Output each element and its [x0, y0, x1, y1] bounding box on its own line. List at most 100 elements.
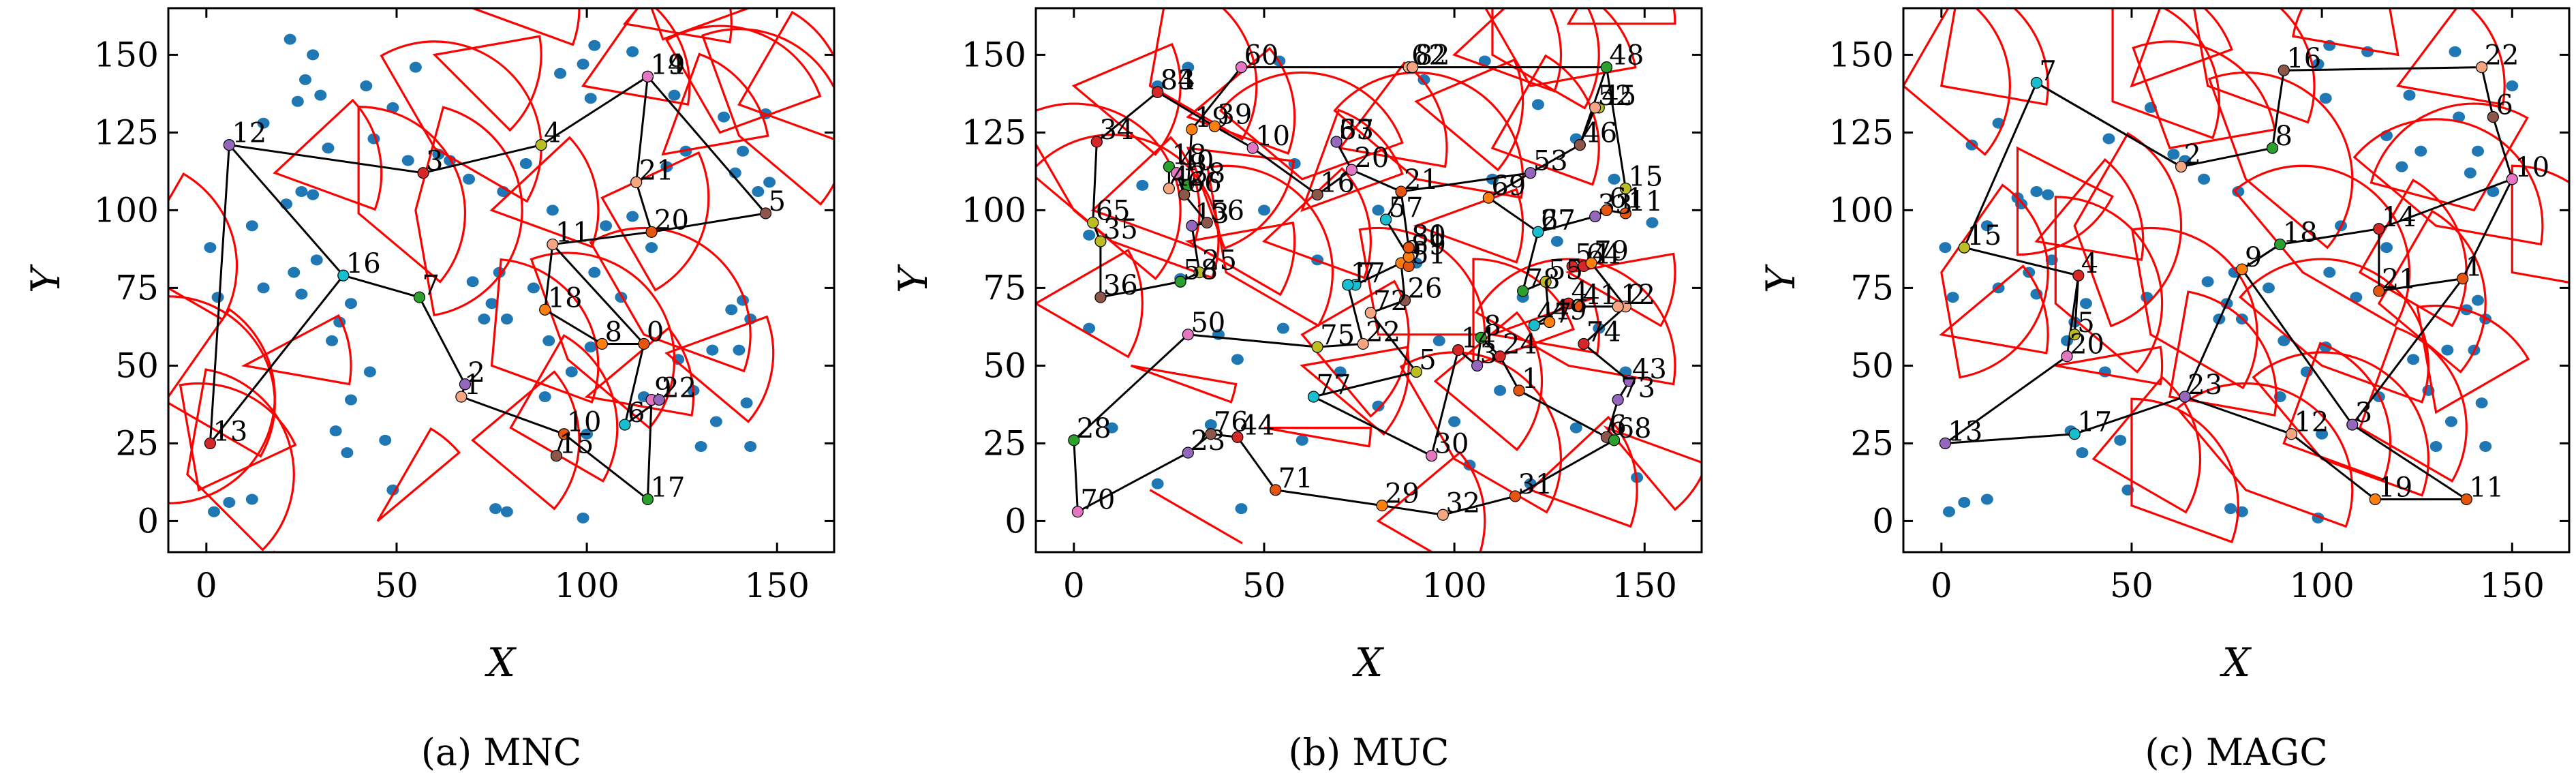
- sensor-label: 74: [1586, 316, 1621, 348]
- sensor-label: 50: [1191, 307, 1225, 339]
- target-point: [538, 391, 551, 402]
- sensor-label: 28: [1077, 413, 1111, 444]
- target-point: [2449, 46, 2462, 57]
- path-link: [1313, 371, 1417, 398]
- target-point: [581, 428, 594, 440]
- sensor-label: 12: [2294, 407, 2329, 438]
- path-link: [544, 309, 603, 345]
- target-point: [1083, 322, 1096, 334]
- target-point: [600, 220, 613, 232]
- sensor-node: [1600, 204, 1613, 216]
- sensor-label: 7: [1358, 258, 1375, 289]
- y-tick-label: 125: [962, 112, 1026, 152]
- path-link: [2378, 178, 2513, 230]
- target-point: [329, 425, 342, 437]
- path-link: [647, 76, 767, 214]
- target-point: [2076, 447, 2089, 459]
- sensor-node: [1410, 365, 1422, 378]
- y-tick-label: 75: [983, 268, 1026, 307]
- sensor-node: [1163, 182, 1176, 195]
- sensor-label: 41: [1582, 279, 1617, 311]
- target-point: [763, 177, 776, 188]
- sensor-label: 83: [1161, 65, 1195, 96]
- sensor-label: 58: [1183, 254, 1218, 286]
- path-link: [461, 395, 565, 436]
- sensor-label: 65: [1096, 196, 1131, 227]
- sensor-label: 17: [650, 472, 685, 503]
- target-point: [409, 61, 422, 73]
- sensing-sector: [1475, 258, 1676, 386]
- y-tick-label: 75: [1850, 268, 1894, 307]
- sensor-node: [413, 291, 426, 303]
- path-link: [1488, 196, 1539, 233]
- sensor-label: 11: [1628, 186, 1663, 217]
- path-link: [563, 433, 649, 500]
- target-point: [706, 344, 719, 356]
- sensing-sector: [1399, 351, 1563, 514]
- path-link: [544, 244, 554, 310]
- plot-frame: [167, 7, 835, 554]
- sensing-sector: [1090, 136, 1201, 248]
- target-point: [2323, 267, 2336, 278]
- target-point: [725, 304, 738, 316]
- sensing-sector: [2282, 342, 2392, 481]
- sensor-label: 12: [1621, 279, 1655, 311]
- sensor-node: [1524, 167, 1537, 179]
- target-point: [542, 335, 555, 346]
- path-link: [1186, 129, 1193, 186]
- sensing-sector: [2358, 326, 2468, 483]
- sensor-label: 1: [1522, 363, 1539, 395]
- target-point: [1372, 204, 1385, 216]
- sensing-sector: [357, 106, 467, 284]
- path-link: [1313, 395, 1432, 457]
- sensor-label: 9: [2245, 242, 2262, 273]
- target-point: [2472, 145, 2485, 157]
- target-point: [1136, 179, 1149, 191]
- target-point: [733, 344, 746, 356]
- sensor-node: [1163, 160, 1176, 173]
- sensor-label: 51: [1411, 239, 1446, 270]
- target-point: [1958, 497, 1971, 509]
- panel-caption: (c) MAGC: [2145, 731, 2327, 773]
- target-point: [2441, 344, 2454, 356]
- sensing-sector: [1300, 346, 1410, 436]
- sensor-node: [2285, 428, 2298, 440]
- sensor-label: 16: [346, 248, 381, 279]
- target-point: [223, 497, 236, 509]
- target-point: [2224, 503, 2237, 515]
- sensor-label: 7: [2039, 55, 2056, 87]
- sensing-sector: [1603, 425, 1702, 511]
- path-link: [1530, 144, 1581, 174]
- sensing-sector: [1148, 8, 1258, 141]
- sensor-label: 10: [567, 407, 602, 438]
- sensor-node: [2373, 285, 2385, 297]
- path-link: [1488, 172, 1531, 199]
- sensor-label: 24: [1503, 329, 1537, 361]
- x-tick-label: 150: [745, 566, 810, 605]
- sensing-sector: [1528, 415, 1638, 528]
- y-axis-label: Y: [22, 264, 69, 293]
- sensor-node: [1513, 384, 1525, 397]
- target-point: [2262, 282, 2275, 294]
- sensor-node: [459, 378, 472, 391]
- sensor-label: 37: [1339, 115, 1374, 146]
- sensing-sector: [241, 314, 352, 386]
- sensor-label: 18: [1171, 140, 1206, 171]
- sensor-node: [1612, 301, 1624, 313]
- x-tick-label: 0: [1063, 566, 1085, 605]
- target-point: [668, 89, 681, 101]
- target-point: [341, 447, 354, 459]
- sensor-node: [1619, 182, 1631, 195]
- path-link: [1073, 440, 1079, 512]
- sensing-sector: [650, 8, 752, 41]
- sensing-sector: [1488, 297, 1600, 354]
- sensor-label: 8: [604, 316, 622, 348]
- sensing-sector: [2291, 8, 2399, 57]
- target-point: [2407, 354, 2420, 365]
- sensing-sector: [1184, 222, 1296, 297]
- sensor-node: [1482, 192, 1494, 204]
- sensor-node: [1608, 434, 1621, 446]
- sensor-node: [417, 167, 429, 179]
- x-tick-label: 0: [196, 566, 217, 605]
